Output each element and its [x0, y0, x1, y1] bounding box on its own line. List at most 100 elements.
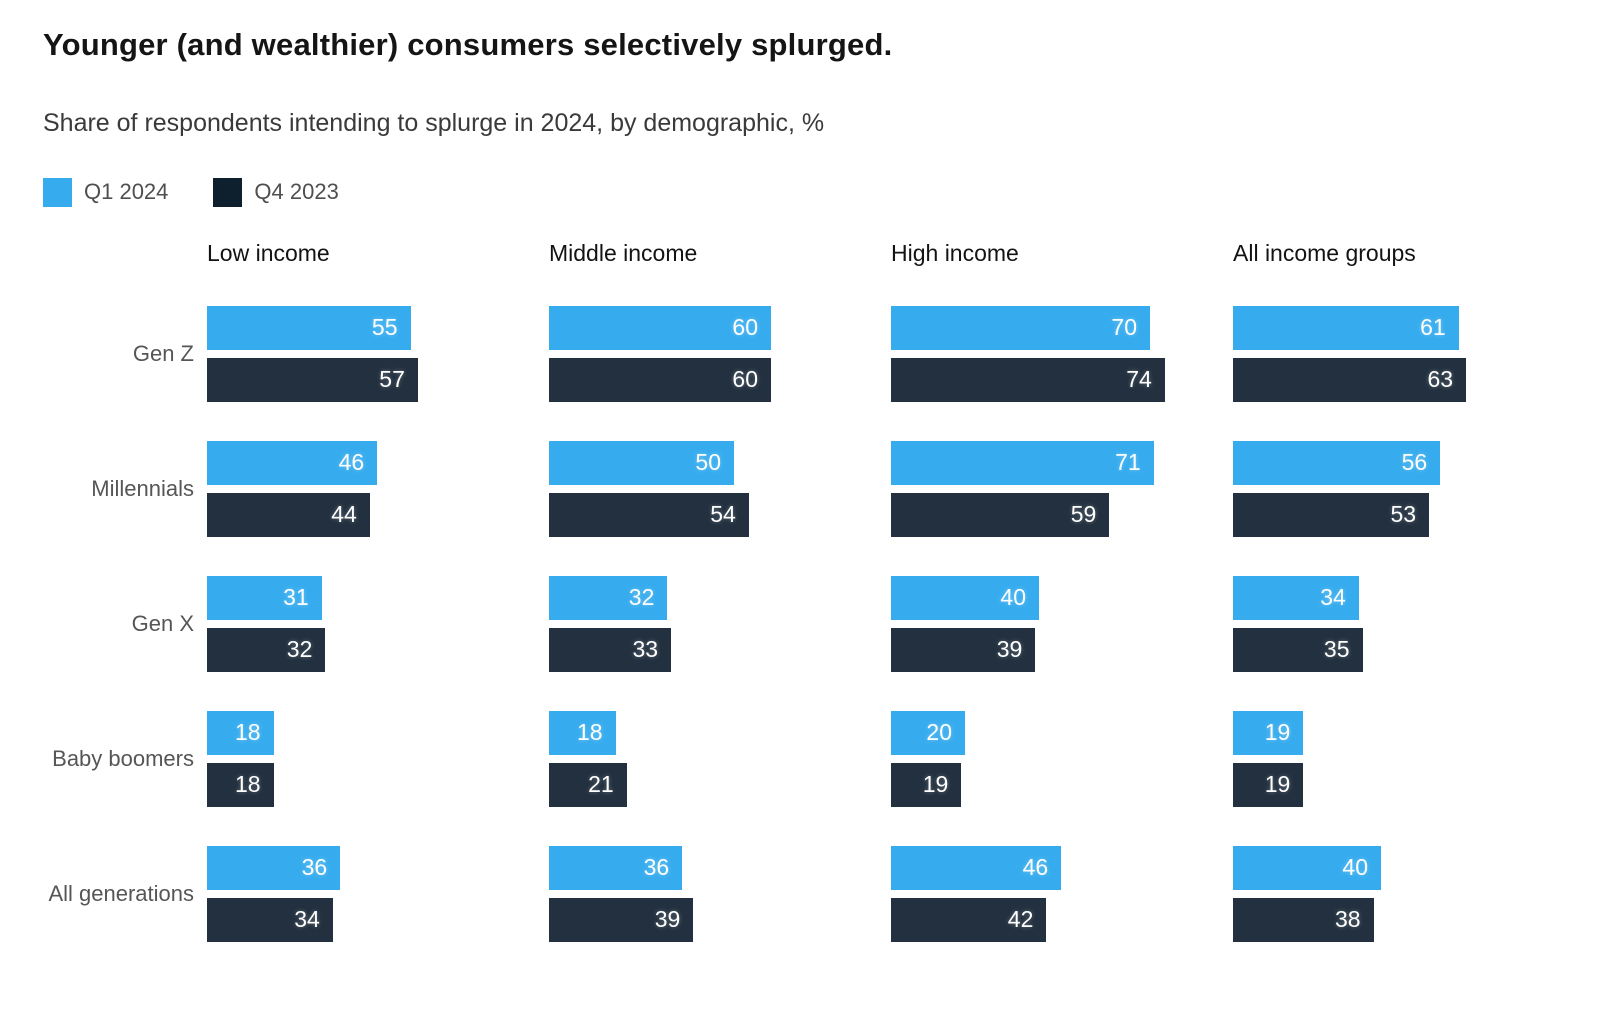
bar-value-label: 19: [1264, 719, 1291, 746]
bar-value-label: 54: [710, 501, 736, 528]
legend-swatch-q4-2023-icon: [213, 177, 243, 207]
legend-item-q1-2024: Q1 2024: [43, 177, 169, 207]
bar-pair: 36 39: [549, 845, 891, 942]
category-label: Millennials: [91, 475, 194, 501]
category-label-cell: Millennials: [43, 441, 207, 537]
bar-value-label: 39: [996, 636, 1023, 663]
bar-value-label: 32: [628, 584, 655, 611]
bar-q1-2024: 46: [891, 845, 1062, 890]
bar-q1-2024: 20: [891, 710, 965, 755]
legend-swatch-q1-2024-icon: [43, 177, 72, 207]
bar-value-label: 19: [922, 771, 949, 798]
bar-q4-2023: 42: [891, 897, 1047, 942]
bar-q4-2023: 44: [207, 492, 370, 537]
bar-value-label: 18: [235, 771, 261, 798]
bar-q4-2023: 32: [207, 627, 326, 672]
column-header-low-income: Low income: [207, 239, 330, 266]
bar-value-label: 34: [294, 906, 320, 933]
bar-value-label: 34: [1320, 584, 1346, 611]
bar-pair: 46 44: [207, 440, 549, 537]
bar-value-label: 35: [1323, 636, 1350, 663]
bar-q4-2023: 35: [1233, 627, 1363, 672]
bar-pair: 61 63: [1233, 305, 1575, 402]
bar-value-label: 74: [1126, 366, 1152, 393]
bar-q4-2023: 33: [549, 627, 672, 672]
column-header-high-income: High income: [891, 239, 1019, 266]
bar-q4-2023: 57: [207, 357, 418, 402]
bar-q4-2023: 54: [549, 492, 749, 537]
bar-q4-2023: 34: [207, 897, 333, 942]
bar-value-label: 63: [1427, 366, 1454, 393]
bar-q1-2024: 70: [891, 305, 1150, 350]
bar-q1-2024: 61: [1233, 305, 1459, 350]
column-headers-row: Low income Middle income High income All in…: [43, 240, 1575, 267]
category-label: Gen X: [131, 610, 194, 636]
bar-q1-2024: 31: [207, 575, 322, 620]
bar-q4-2023: 39: [891, 627, 1036, 672]
bar-q4-2023: 21: [549, 762, 627, 807]
bar-q4-2023: 74: [891, 357, 1165, 402]
bar-q4-2023: 53: [1233, 492, 1430, 537]
bar-q4-2023: 19: [1233, 762, 1304, 807]
bar-pair: 40 39: [891, 575, 1233, 672]
bar-q1-2024: 60: [549, 305, 771, 350]
bar-value-label: 46: [338, 449, 365, 476]
bar-value-label: 61: [1420, 314, 1446, 341]
bar-pair: 36 34: [207, 845, 549, 942]
category-label: Gen Z: [132, 340, 194, 366]
column-header-all-income-groups: All income groups: [1233, 239, 1416, 266]
bar-q4-2023: 19: [891, 762, 962, 807]
bar-pair: 40 38: [1233, 845, 1575, 942]
bar-q4-2023: 18: [207, 762, 274, 807]
bar-q1-2024: 32: [549, 575, 668, 620]
legend-item-q4-2023: Q4 2023: [213, 177, 339, 207]
bar-value-label: 70: [1111, 314, 1137, 341]
bar-value-label: 50: [695, 449, 721, 476]
bar-chart: Gen Z 55 57 60 60 70 74 61 63 Millennials 46 44 50 54…: [43, 305, 1575, 942]
bar-value-label: 71: [1115, 449, 1141, 476]
bar-pair: 56 53: [1233, 440, 1575, 537]
bar-value-label: 19: [1264, 771, 1291, 798]
bar-value-label: 59: [1070, 501, 1097, 528]
bar-q4-2023: 39: [549, 897, 694, 942]
table-row: Gen X 31 32 32 33 40 39 34 35: [43, 575, 1575, 672]
category-label-cell: Gen Z: [43, 306, 207, 402]
bar-value-label: 40: [1000, 584, 1026, 611]
bar-value-label: 18: [235, 719, 261, 746]
bar-pair: 34 35: [1233, 575, 1575, 672]
chart-legend: Q1 2024 Q4 2023: [43, 177, 1575, 207]
bar-q1-2024: 18: [549, 710, 616, 755]
bar-q1-2024: 50: [549, 440, 734, 485]
table-row: Baby boomers 18 18 18 21 20 19 19 19: [43, 710, 1575, 807]
chart-title: Younger (and wealthier) consumers select…: [43, 27, 893, 62]
bar-value-label: 40: [1342, 854, 1368, 881]
bar-pair: 18 21: [549, 710, 891, 807]
bar-value-label: 33: [632, 636, 659, 663]
table-row: Millennials 46 44 50 54 71 59 56 53: [43, 440, 1575, 537]
bar-q1-2024: 55: [207, 305, 411, 350]
bar-value-label: 20: [926, 719, 952, 746]
bar-value-label: 46: [1022, 854, 1049, 881]
bar-pair: 50 54: [549, 440, 891, 537]
bar-pair: 55 57: [207, 305, 549, 402]
bar-q4-2023: 63: [1233, 357, 1467, 402]
bar-q1-2024: 56: [1233, 440, 1441, 485]
bar-q4-2023: 60: [549, 357, 771, 402]
bar-pair: 19 19: [1233, 710, 1575, 807]
bar-q1-2024: 36: [549, 845, 683, 890]
bar-value-label: 31: [283, 584, 309, 611]
bar-value-label: 36: [643, 854, 670, 881]
bar-value-label: 21: [588, 771, 614, 798]
legend-label-q1-2024: Q1 2024: [84, 179, 169, 205]
bar-value-label: 18: [577, 719, 603, 746]
bar-q4-2023: 59: [891, 492, 1110, 537]
bar-q1-2024: 40: [1233, 845, 1381, 890]
bar-value-label: 55: [371, 314, 398, 341]
bar-value-label: 53: [1390, 501, 1417, 528]
category-label-cell: Gen X: [43, 576, 207, 672]
bar-value-label: 56: [1401, 449, 1428, 476]
bar-q1-2024: 40: [891, 575, 1039, 620]
bar-pair: 20 19: [891, 710, 1233, 807]
table-row: Gen Z 55 57 60 60 70 74 61 63: [43, 305, 1575, 402]
